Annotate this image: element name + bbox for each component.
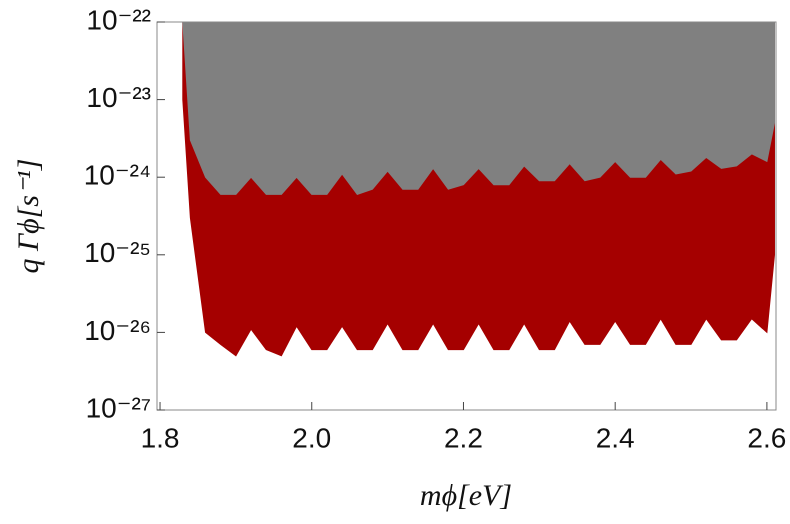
y-tick-label: 10⁻²⁵ bbox=[84, 237, 151, 268]
x-tick-label: 2.4 bbox=[596, 422, 635, 453]
y-tick-label: 10⁻²⁷ bbox=[86, 392, 151, 423]
x-tick-label: 2.0 bbox=[292, 422, 331, 453]
y-tick-label: 10⁻²⁴ bbox=[84, 160, 151, 191]
x-axis-label: mϕ[eV] bbox=[420, 479, 512, 512]
y-tick-label: 10⁻²³ bbox=[86, 82, 151, 113]
x-tick-label: 2.6 bbox=[747, 422, 786, 453]
area bbox=[182, 21, 775, 196]
x-tick-label: 1.8 bbox=[141, 422, 180, 453]
y-tick-label: 10⁻²⁶ bbox=[84, 315, 151, 346]
y-tick-label: 10⁻²² bbox=[86, 4, 151, 35]
x-tick-label: 2.2 bbox=[444, 422, 483, 453]
y-axis-label: q Γϕ[s⁻¹] bbox=[12, 159, 45, 274]
plot-frame bbox=[156, 21, 777, 411]
